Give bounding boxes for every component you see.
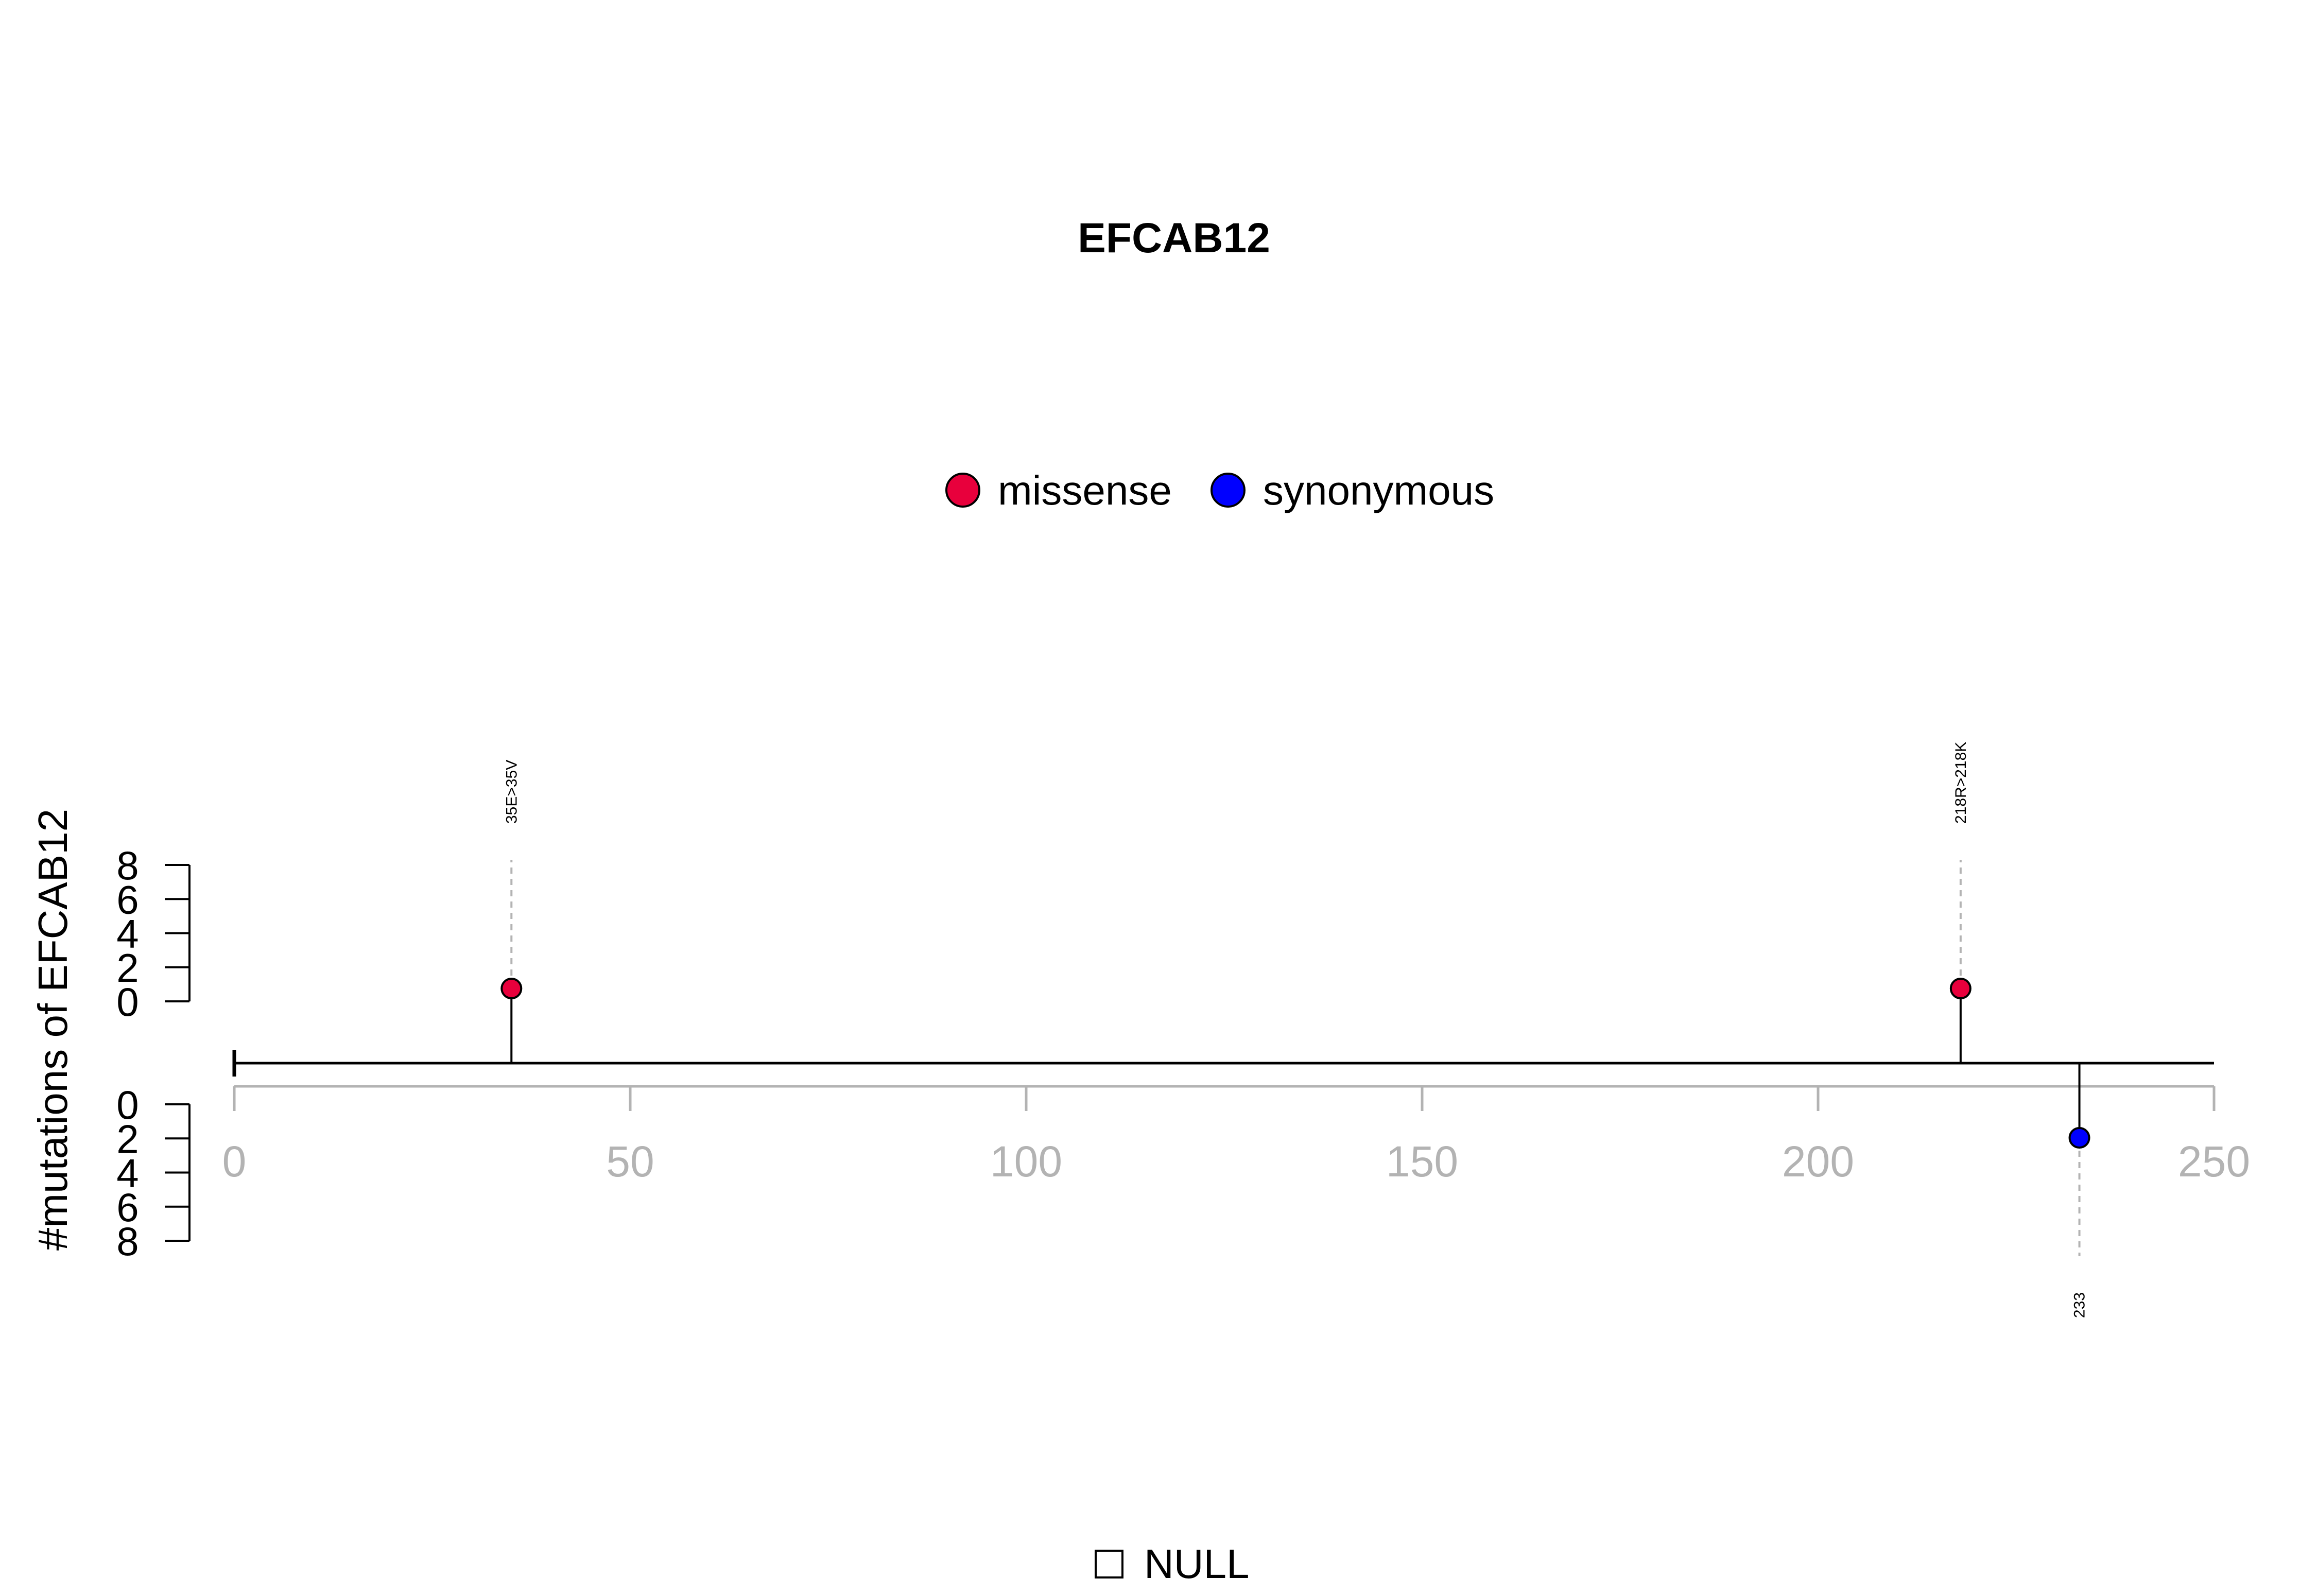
x-tick-label: 50 [606, 1137, 654, 1186]
legend-missense-label: missense [998, 467, 1172, 513]
lower-y-tick-label: 8 [116, 1219, 139, 1264]
x-tick-label: 100 [990, 1137, 1062, 1186]
mutation-head [2068, 1127, 2090, 1149]
legend-synonymous-label: synonymous [1263, 467, 1494, 513]
legend-null-label: NULL [1144, 1541, 1250, 1587]
upper-y-tick-label: 0 [116, 979, 139, 1025]
mutation-label: 35E>35V [503, 760, 520, 824]
mutation-lollipops: 35E>35V 218R>218K 233 [500, 742, 2090, 1318]
x-tick-label: 0 [222, 1137, 247, 1186]
upper-y-tick-label: 8 [116, 843, 139, 888]
mutation-lollipop: 35E>35V [500, 760, 523, 1063]
lower-y-tick-label: 4 [116, 1151, 139, 1196]
lower-y-tick-label: 6 [116, 1185, 139, 1230]
x-axis: 0 50 100 150 200 250 [222, 1085, 2250, 1186]
x-tick-label: 200 [1782, 1137, 1854, 1186]
lower-y-tick-label: 0 [116, 1082, 139, 1127]
mutation-type-legend: missense synonymous [945, 467, 1494, 513]
mutation-lollipop: 233 [2068, 1063, 2090, 1318]
protein-backbone [232, 1050, 2214, 1077]
x-tick-label: 150 [1386, 1137, 1458, 1186]
legend-null-swatch-icon [1095, 1550, 1123, 1578]
mutation-head [1949, 978, 1972, 999]
legend-missense-icon [945, 473, 980, 508]
upper-y-tick-label: 6 [116, 877, 139, 922]
chart-title: EFCAB12 [1078, 215, 1270, 262]
mutation-lollipop: 218R>218K [1949, 742, 1972, 1063]
mutation-label: 218R>218K [1952, 742, 1969, 824]
upper-y-tick-label: 2 [116, 945, 139, 991]
upper-y-tick-label: 4 [116, 911, 139, 957]
lower-y-tick-label: 2 [116, 1116, 139, 1161]
y-axis-label: #mutations of EFCAB12 [30, 809, 76, 1251]
mutation-label: 233 [2071, 1292, 2088, 1318]
mutation-head [500, 978, 523, 999]
domain-legend: NULL [1095, 1541, 1250, 1587]
x-tick-label: 250 [2178, 1137, 2250, 1186]
legend-synonymous-icon [1211, 473, 1246, 508]
